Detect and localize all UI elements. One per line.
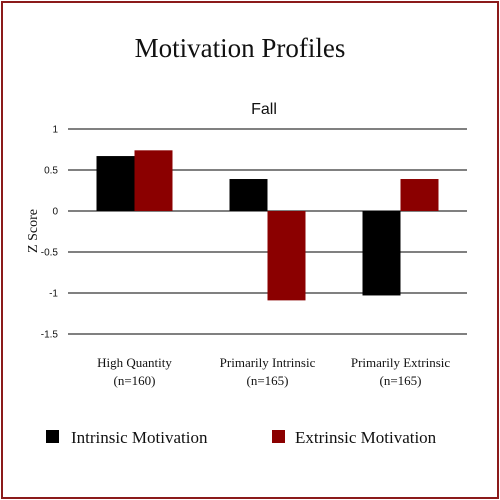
legend: Intrinsic Motivation Extrinsic Motivation [46, 428, 437, 447]
y-tick-label: 1 [52, 125, 58, 136]
bar [267, 211, 306, 301]
legend-swatch [46, 430, 59, 443]
bar [134, 150, 173, 211]
labels-layer: 1 0.5 0 -0.5 -1 -1.5 High Quantity (n=160) Prima… [41, 125, 451, 389]
x-category-sublabel: (n=165) [380, 373, 422, 388]
bar [400, 179, 439, 211]
legend-swatch [272, 430, 285, 443]
x-category-sublabel: (n=165) [247, 373, 289, 388]
x-category-label: Primarily Extrinsic [351, 355, 451, 370]
y-axis-label: Z Score [26, 209, 41, 253]
legend-label: Intrinsic Motivation [71, 428, 208, 447]
y-tick-label: 0 [52, 207, 58, 218]
x-category-sublabel: (n=160) [114, 373, 156, 388]
x-category-label: Primarily Intrinsic [220, 355, 316, 370]
chart-subtitle: Fall [251, 101, 277, 118]
y-tick-label: -1.5 [41, 330, 59, 341]
chart-title: Motivation Profiles [135, 33, 346, 63]
bar [362, 211, 401, 296]
bar [229, 179, 268, 211]
y-tick-label: -0.5 [41, 248, 59, 259]
bar [96, 156, 135, 211]
y-tick-label: -1 [49, 289, 58, 300]
x-category-label: High Quantity [97, 355, 172, 370]
y-tick-label: 0.5 [44, 166, 58, 177]
legend-label: Extrinsic Motivation [295, 428, 437, 447]
bars-layer [96, 150, 439, 301]
